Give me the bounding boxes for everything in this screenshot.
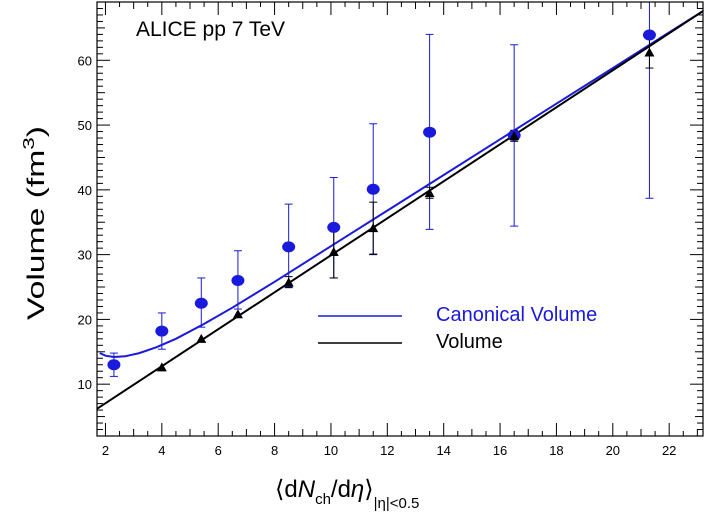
x-tick-label: 2 [102, 443, 109, 458]
legend: Canonical Volume Volume [318, 304, 597, 353]
point-volume [196, 333, 207, 343]
point-volume [644, 47, 655, 57]
legend-label-volume: Volume [436, 331, 503, 353]
y-tick-label: 20 [78, 312, 92, 327]
x-tick-label: 18 [549, 443, 563, 458]
x-tick-label: 16 [493, 443, 507, 458]
y-axis-label: Volume (fm3) [21, 126, 50, 320]
point-volume [283, 277, 294, 287]
point-volume [232, 309, 243, 319]
x-tick-label: 22 [662, 443, 676, 458]
y-tick-label: 60 [78, 53, 92, 68]
axis-ticks: 2 4 6 8 10 12 14 16 18 20 22 10 20 30 40 50 60 [78, 1, 703, 458]
plot-frame [96, 1, 704, 437]
y-tick-label: 40 [78, 183, 92, 198]
x-tick-label: 14 [436, 443, 450, 458]
point-canonical-volume [642, 29, 656, 41]
fit-curves [96, 10, 704, 410]
point-canonical-volume [107, 359, 121, 371]
data-points [107, 29, 656, 372]
curve-canonical-volume [99, 10, 704, 359]
x-tick-label: 8 [271, 443, 278, 458]
x-tick-label: 4 [158, 443, 165, 458]
point-volume [424, 188, 435, 198]
point-canonical-volume [155, 325, 169, 337]
y-tick-label: 10 [78, 377, 92, 392]
x-axis-label: ⟨dNch/dη⟩|η|<0.5 [275, 476, 419, 512]
x-tick-label: 20 [606, 443, 620, 458]
point-volume [156, 362, 167, 372]
chart-annotation: ALICE pp 7 TeV [136, 18, 285, 41]
point-canonical-volume [327, 221, 341, 233]
point-canonical-volume [231, 275, 245, 287]
x-tick-label: 10 [324, 443, 338, 458]
point-canonical-volume [423, 126, 437, 138]
x-tick-label: 6 [215, 443, 222, 458]
point-volume [509, 131, 520, 141]
point-volume [368, 223, 379, 233]
point-canonical-volume [366, 183, 380, 195]
point-volume [328, 247, 339, 257]
y-tick-label: 50 [78, 118, 92, 133]
curve-volume [96, 10, 704, 410]
point-canonical-volume [194, 297, 208, 309]
y-tick-label: 30 [78, 248, 92, 263]
x-tick-label: 12 [380, 443, 394, 458]
point-canonical-volume [282, 241, 296, 253]
legend-label-canonical-volume: Canonical Volume [436, 304, 597, 326]
